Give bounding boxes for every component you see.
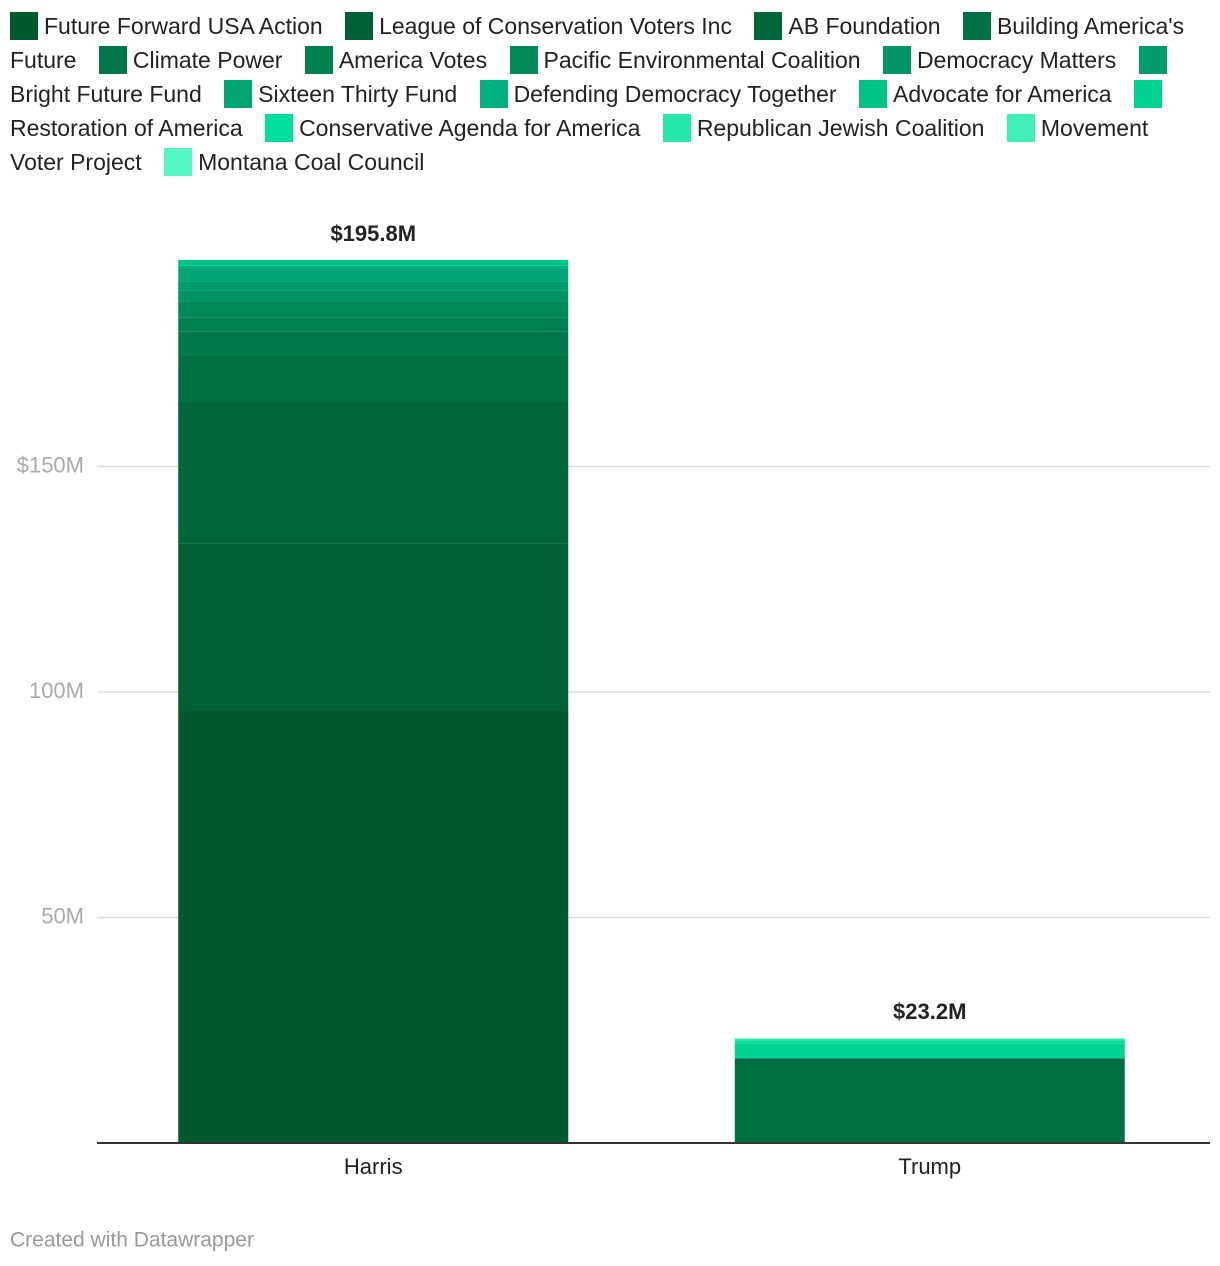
x-tick-label: Harris — [344, 1154, 403, 1179]
legend-item: America Votes — [304, 46, 488, 74]
legend-swatch — [1134, 80, 1162, 108]
legend-swatch — [224, 80, 253, 108]
legend-label: Sixteen Thirty Fund — [258, 81, 458, 107]
legend-label: Republican Jewish Coalition — [696, 115, 985, 141]
legend-label: Restoration of America — [10, 115, 243, 141]
bar-segment — [178, 356, 569, 403]
footer: Created with Datawrapper — [10, 1229, 254, 1252]
legend-item: Restoration of America — [10, 80, 1168, 141]
bar-segment — [178, 543, 569, 711]
bar-segment — [734, 1040, 1125, 1044]
total-label: $23.2M — [893, 999, 966, 1024]
legend-swatch — [754, 12, 783, 40]
legend-item: Defending Democracy Together — [479, 80, 837, 108]
legend-label: League of Conservation Voters Inc — [379, 13, 732, 39]
bar-segment — [178, 268, 569, 282]
legend-swatch — [962, 12, 991, 40]
legend-label: Pacific Environmental Coalition — [543, 47, 861, 73]
legend-label: Future Forward USA Action — [44, 13, 323, 39]
legend-item: AB Foundation — [754, 12, 941, 40]
legend-swatch — [662, 114, 691, 142]
bar-segment — [178, 402, 569, 544]
legend-item: Advocate for America — [859, 80, 1112, 108]
legend-swatch — [164, 148, 193, 176]
total-label: $195.8M — [330, 221, 416, 246]
legend-label: Conservative Agenda for America — [299, 115, 641, 141]
bar-segment — [178, 259, 569, 266]
y-tick-label: 100M — [29, 678, 84, 703]
bar-segment — [178, 281, 569, 291]
legend-swatch — [265, 114, 294, 142]
legend-item: Sixteen Thirty Fund — [224, 80, 458, 108]
bar-segment — [178, 290, 569, 302]
bar-segment — [178, 265, 569, 269]
legend-item: Conservative Agenda for America — [265, 114, 641, 142]
legend-label: Advocate for America — [893, 81, 1112, 107]
bar-segment — [734, 1058, 1125, 1143]
legend-label: Building America's Future — [10, 13, 1185, 73]
legend-swatch — [1006, 114, 1035, 142]
legend-item: Pacific Environmental Coalition — [509, 46, 861, 74]
bar-segment — [178, 301, 569, 318]
legend-swatch — [98, 46, 127, 74]
bar-segment — [734, 1043, 1125, 1059]
bar-segment — [734, 1038, 1125, 1041]
legend-swatch — [859, 80, 887, 108]
legend-swatch — [1138, 46, 1167, 74]
legend-swatch — [345, 12, 374, 40]
legend-label: Defending Democracy Together — [513, 81, 837, 107]
legend: Future Forward USA Action League of Cons… — [10, 9, 1200, 179]
x-tick-label: Trump — [898, 1154, 961, 1179]
legend-item: League of Conservation Voters Inc — [345, 12, 732, 40]
legend-swatch — [479, 80, 508, 108]
y-tick-label: 50M — [41, 903, 84, 928]
legend-label: Montana Coal Council — [198, 149, 425, 175]
legend-swatch — [882, 46, 911, 74]
legend-item: Climate Power — [98, 46, 283, 74]
legend-item: Future Forward USA Action — [10, 12, 323, 40]
legend-item: Bright Future Fund — [10, 46, 1173, 107]
legend-label: Climate Power — [132, 47, 283, 73]
bar-segment — [178, 317, 569, 332]
bar-segment — [178, 331, 569, 357]
legend-label: Movement Voter Project — [10, 115, 1149, 175]
legend-label: Democracy Matters — [916, 47, 1117, 73]
legend-label: America Votes — [338, 47, 488, 73]
legend-swatch — [10, 12, 38, 40]
legend-label: AB Foundation — [788, 13, 941, 39]
legend-item: Montana Coal Council — [164, 148, 425, 176]
legend-label: Bright Future Fund — [10, 81, 202, 107]
y-tick-label: $150M — [17, 452, 84, 477]
legend-item: Movement Voter Project — [10, 114, 1149, 175]
legend-swatch — [509, 46, 538, 74]
bar-segment — [178, 710, 569, 1143]
legend-item: Democracy Matters — [882, 46, 1117, 74]
legend-swatch — [304, 46, 333, 74]
legend-item: Building America's Future — [10, 12, 1185, 73]
legend-item: Republican Jewish Coalition — [662, 114, 985, 142]
